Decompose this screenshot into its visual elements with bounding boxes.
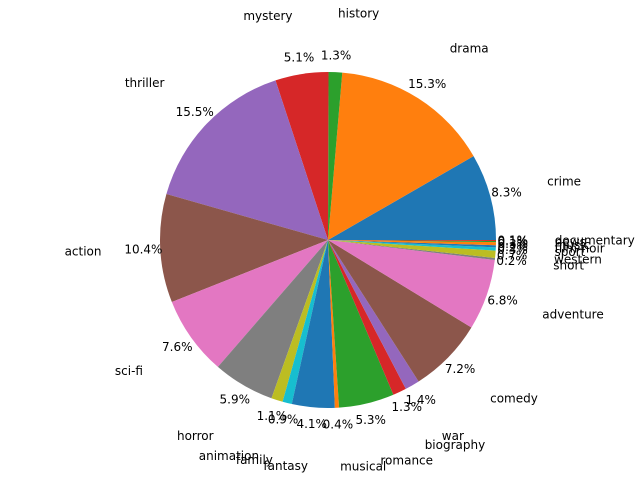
category-label-thriller: thriller <box>125 76 165 90</box>
pie-slice-western <box>328 240 496 258</box>
category-label-western: western <box>554 252 602 266</box>
category-label-war: war <box>442 429 464 443</box>
pct-label-animation: 1.1% <box>257 409 288 423</box>
pct-label-war: 1.4% <box>405 393 436 407</box>
category-label-adventure: adventure <box>542 307 603 321</box>
category-label-mystery: mystery <box>243 9 292 23</box>
pct-label-biography: 1.3% <box>392 400 423 414</box>
pie-slice-mystery <box>275 71 329 240</box>
pct-label-short: 0.2% <box>496 254 527 268</box>
pct-label-romance: 5.3% <box>355 413 386 427</box>
pie-slice-fantasy <box>291 240 335 408</box>
category-label-family: family <box>236 453 273 467</box>
pct-label-documentary: 0.1% <box>498 234 529 248</box>
pie-slice-history <box>328 72 343 240</box>
pie-slice-sport <box>328 240 496 251</box>
category-label-horror: horror <box>177 429 214 443</box>
pct-label-sport: 0.3% <box>497 243 528 257</box>
pie-slice-music <box>328 240 496 246</box>
pct-label-news: 0.1% <box>498 235 529 249</box>
category-label-crime: crime <box>547 174 581 188</box>
pie-slice-biography <box>328 240 406 395</box>
pct-label-western: 0.7% <box>497 249 528 263</box>
pct-label-sci-fi: 7.6% <box>162 340 193 354</box>
category-label-comedy: comedy <box>490 392 538 406</box>
pct-label-comedy: 7.2% <box>445 362 476 376</box>
category-label-biography: biography <box>425 438 486 452</box>
pie-slice-action <box>159 194 328 302</box>
category-label-romance: romance <box>380 454 433 468</box>
pie-slice-news <box>328 240 496 243</box>
pie-slice-film-noir <box>328 240 496 248</box>
category-label-sci-fi: sci-fi <box>115 364 143 378</box>
pct-label-crime: 8.3% <box>491 185 522 199</box>
category-label-drama: drama <box>450 42 489 56</box>
pie-slice-thriller <box>166 80 328 240</box>
category-label-short: short <box>553 259 584 273</box>
category-label-fantasy: fantasy <box>263 459 308 473</box>
pct-label-drama: 15.3% <box>408 77 446 91</box>
pie-slice-animation <box>271 240 328 402</box>
pie-labels: 8.3% crime 15.3% drama 1.3% history 5.1% myster… <box>65 6 635 473</box>
pct-label-family: 0.9% <box>268 412 299 426</box>
pct-label-fantasy: 4.1% <box>296 417 327 431</box>
pct-label-thriller: 15.5% <box>176 105 214 119</box>
pie-slice-family <box>282 240 328 405</box>
category-label-history: history <box>338 6 379 20</box>
pct-label-history: 1.3% <box>321 48 352 62</box>
category-label-documentary: documentary <box>555 234 635 248</box>
pct-label-music: 0.3% <box>498 237 529 251</box>
pie-slices <box>159 71 497 408</box>
pct-label-action: 10.4% <box>124 242 162 256</box>
pie-slice-sci-fi <box>171 240 328 367</box>
pct-label-film-noir: 0.2% <box>497 240 528 254</box>
category-label-action: action <box>65 244 102 258</box>
pie-slice-drama <box>328 72 474 240</box>
pie-slice-war <box>328 240 419 389</box>
pie-slice-musical <box>328 240 340 408</box>
pct-label-horror: 5.9% <box>220 393 251 407</box>
category-label-sport: sport <box>555 245 586 259</box>
pie-slice-crime <box>328 156 496 240</box>
category-label-film-noir: film-noir <box>555 242 605 256</box>
category-label-news: news <box>555 235 586 249</box>
pie-slice-short <box>328 240 496 261</box>
category-label-music: music <box>555 238 590 252</box>
category-label-musical: musical <box>340 460 386 474</box>
pie-slice-adventure <box>328 240 495 328</box>
category-label-animation: animation <box>199 449 259 463</box>
pct-label-adventure: 6.8% <box>487 294 518 308</box>
pie-slice-romance <box>328 240 394 408</box>
pie-slice-documentary <box>328 240 497 242</box>
pie-slice-horror <box>217 240 328 399</box>
pct-label-mystery: 5.1% <box>284 51 315 65</box>
pct-label-musical: 0.4% <box>323 418 354 432</box>
pie-slice-comedy <box>328 240 472 382</box>
